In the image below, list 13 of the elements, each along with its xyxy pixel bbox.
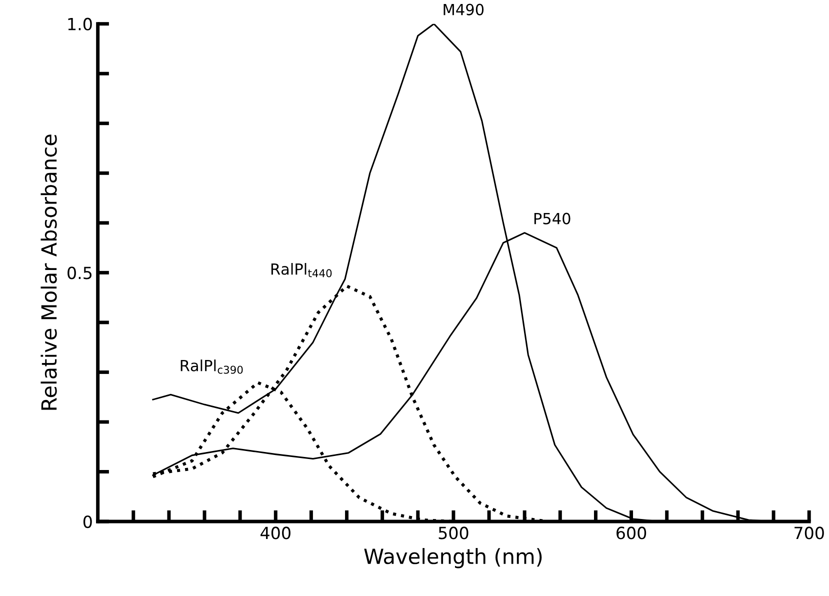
y-tick-label: 0.5	[68, 266, 92, 280]
y-axis-title: Relative Molar Absorbance	[40, 134, 57, 410]
x-tick-label: 700	[794, 526, 824, 540]
series-label: RalPl$_{t440}$	[271, 262, 332, 278]
x-tick-label: 500	[438, 526, 468, 540]
series-label: RalPl$_{c390}$	[180, 360, 243, 374]
series-label: M490	[444, 4, 484, 16]
series-label: P540	[534, 212, 570, 224]
x-tick-label: 600	[616, 526, 646, 540]
x-tick-label: 400	[260, 526, 290, 540]
y-tick-label: 1.0	[68, 18, 92, 30]
y-tick-label: 0	[83, 515, 92, 528]
x-axis-title: Wavelength (nm)	[364, 548, 542, 568]
